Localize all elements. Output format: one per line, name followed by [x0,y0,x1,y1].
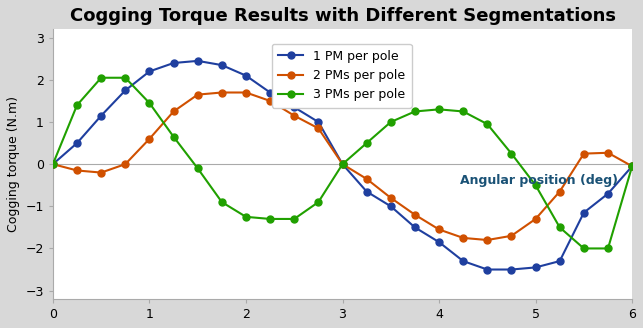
Line: 3 PMs per pole: 3 PMs per pole [50,74,635,252]
3 PMs per pole [580,246,588,250]
2 PMs per pole [242,91,250,94]
3 PMs per pole [339,162,347,166]
1 PM per pole [411,225,419,229]
1 PM per pole [435,240,443,244]
2 PMs per pole [291,114,298,118]
3 PMs per pole [97,76,105,80]
3 PMs per pole [628,164,636,168]
1 PM per pole [339,162,347,166]
2 PMs per pole [556,190,563,194]
1 PM per pole [218,63,226,67]
3 PMs per pole [507,152,515,155]
3 PMs per pole [435,107,443,111]
2 PMs per pole [387,196,395,200]
1 PM per pole [580,211,588,215]
1 PM per pole [170,61,177,65]
1 PM per pole [122,89,129,92]
3 PMs per pole [484,122,491,126]
2 PMs per pole [122,162,129,166]
2 PMs per pole [170,110,177,113]
3 PMs per pole [49,162,57,166]
2 PMs per pole [194,92,201,96]
2 PMs per pole [314,126,322,130]
3 PMs per pole [604,246,612,250]
1 PM per pole [145,70,153,73]
3 PMs per pole [291,217,298,221]
Y-axis label: Cogging torque (N.m): Cogging torque (N.m) [7,96,20,232]
2 PMs per pole [628,164,636,168]
2 PMs per pole [484,238,491,242]
2 PMs per pole [532,217,539,221]
2 PMs per pole [363,177,370,181]
3 PMs per pole [145,101,153,105]
3 PMs per pole [122,76,129,80]
3 PMs per pole [266,217,274,221]
1 PM per pole [97,114,105,118]
3 PMs per pole [194,166,201,170]
2 PMs per pole [339,162,347,166]
2 PMs per pole [145,137,153,141]
3 PMs per pole [556,225,563,229]
Line: 1 PM per pole: 1 PM per pole [50,57,635,273]
1 PM per pole [194,59,201,63]
3 PMs per pole [459,110,467,113]
1 PM per pole [604,192,612,195]
3 PMs per pole [532,183,539,187]
Text: Angular position (deg): Angular position (deg) [460,174,618,187]
3 PMs per pole [363,141,370,145]
1 PM per pole [363,190,370,194]
2 PMs per pole [507,234,515,238]
1 PM per pole [459,259,467,263]
2 PMs per pole [435,228,443,232]
2 PMs per pole [604,151,612,155]
1 PM per pole [556,259,563,263]
3 PMs per pole [411,110,419,113]
3 PMs per pole [218,200,226,204]
3 PMs per pole [314,200,322,204]
1 PM per pole [628,164,636,168]
2 PMs per pole [49,162,57,166]
3 PMs per pole [73,103,81,107]
1 PM per pole [484,268,491,272]
2 PMs per pole [97,171,105,174]
Title: Cogging Torque Results with Different Segmentations: Cogging Torque Results with Different Se… [69,7,615,25]
2 PMs per pole [266,99,274,103]
1 PM per pole [387,204,395,208]
1 PM per pole [266,91,274,94]
3 PMs per pole [170,135,177,139]
1 PM per pole [49,162,57,166]
1 PM per pole [532,265,539,269]
3 PMs per pole [242,215,250,219]
2 PMs per pole [411,213,419,217]
1 PM per pole [291,105,298,109]
3 PMs per pole [387,120,395,124]
1 PM per pole [242,74,250,78]
2 PMs per pole [580,152,588,155]
Legend: 1 PM per pole, 2 PMs per pole, 3 PMs per pole: 1 PM per pole, 2 PMs per pole, 3 PMs per… [272,44,412,108]
1 PM per pole [507,268,515,272]
2 PMs per pole [73,169,81,173]
2 PMs per pole [459,236,467,240]
2 PMs per pole [218,91,226,94]
Line: 2 PMs per pole: 2 PMs per pole [50,89,635,243]
1 PM per pole [73,141,81,145]
1 PM per pole [314,120,322,124]
